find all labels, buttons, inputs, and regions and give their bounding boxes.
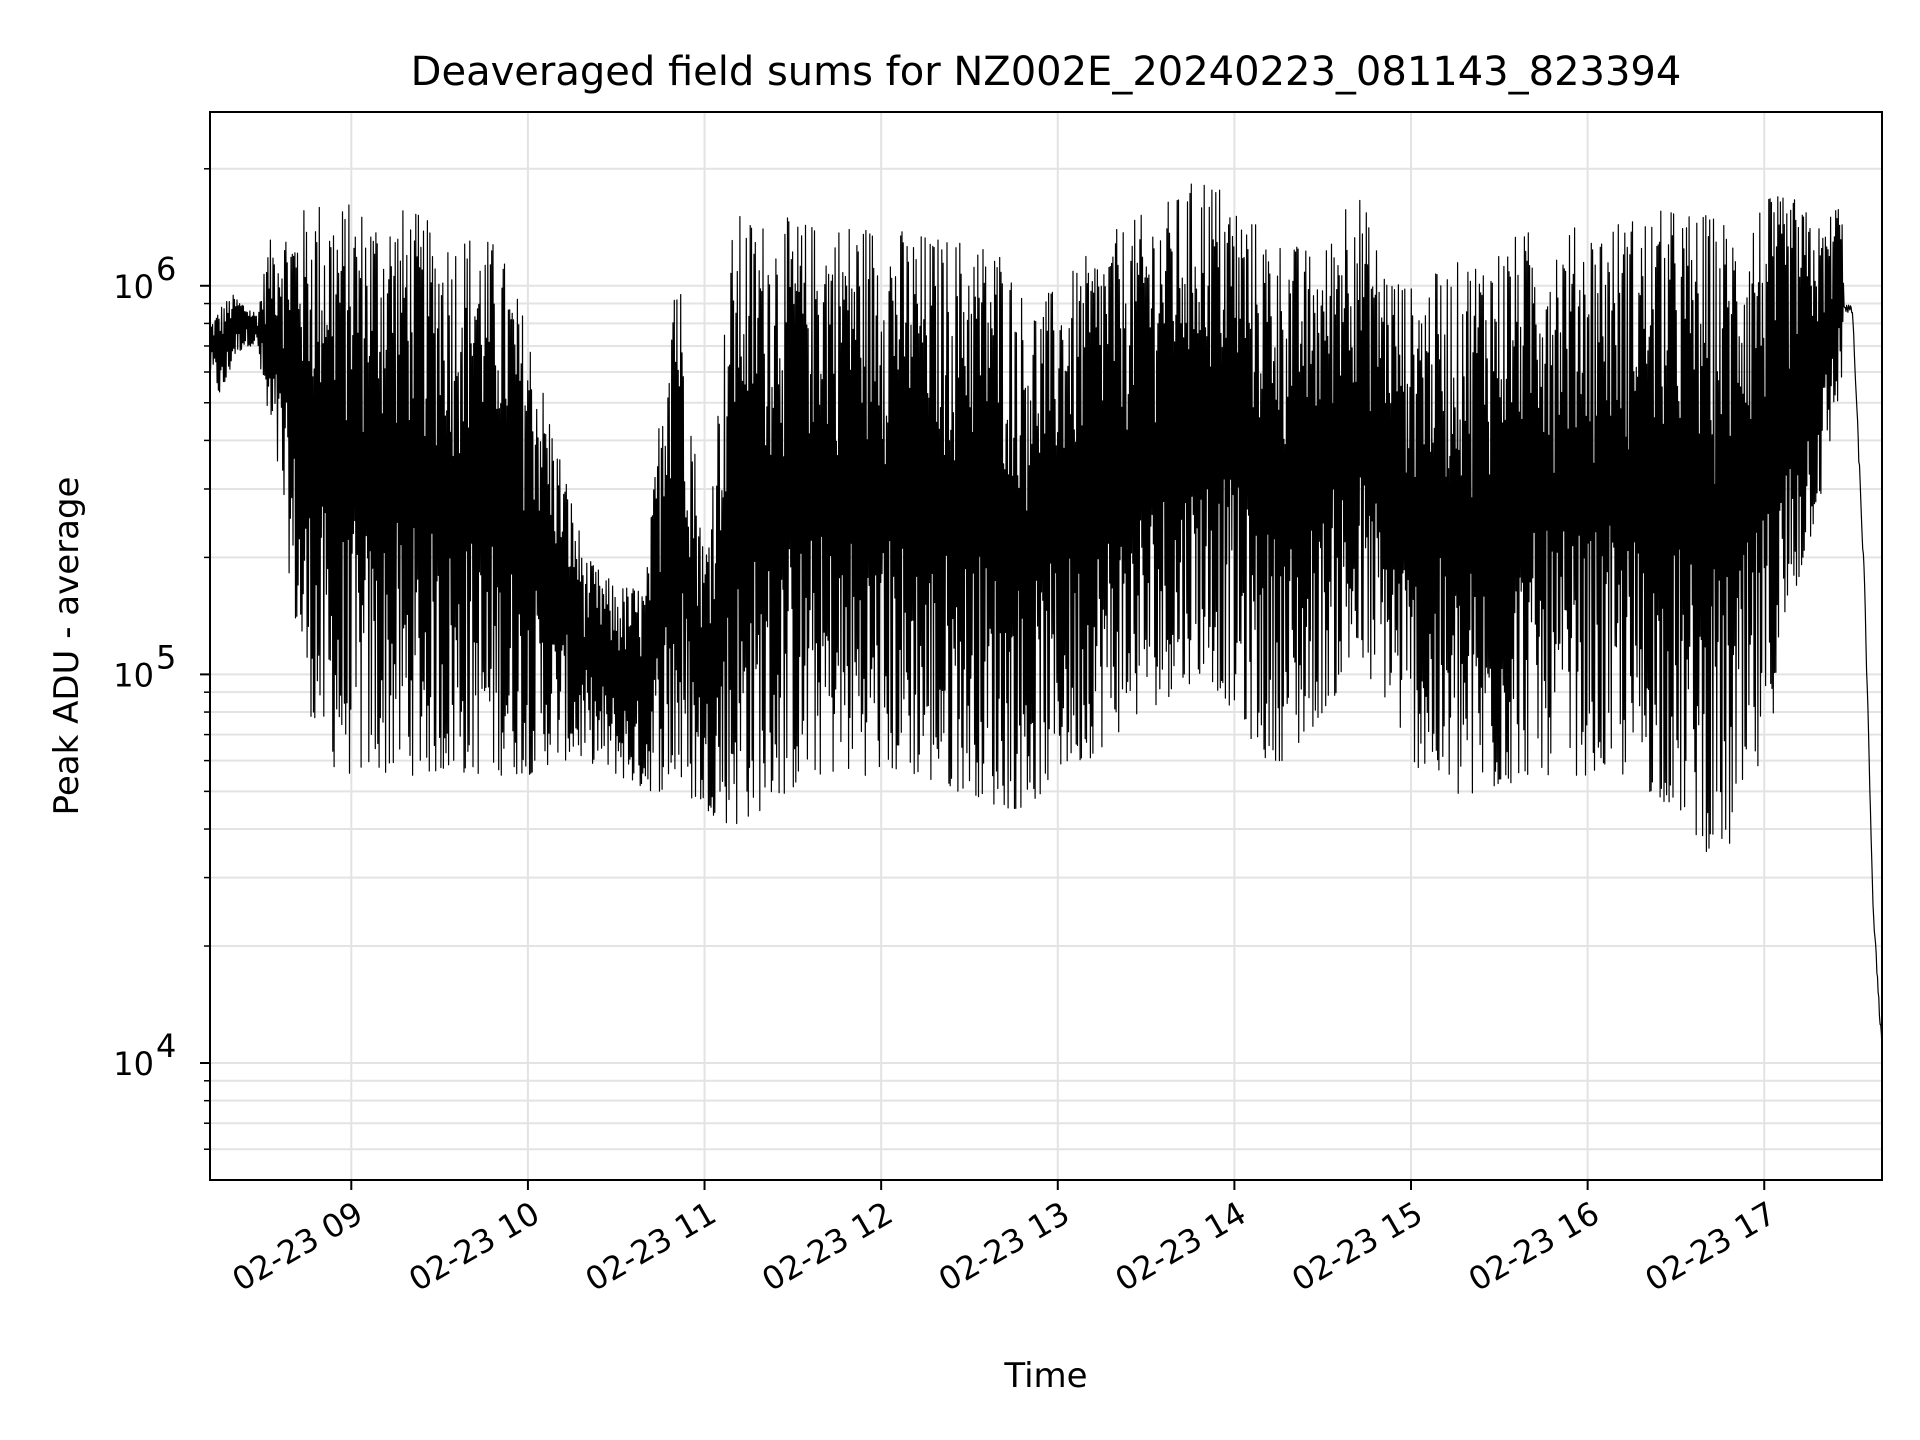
y-tick-exponent: 6	[156, 250, 176, 288]
y-tick-exponent: 5	[156, 638, 176, 676]
y-tick-label: 10	[113, 1045, 154, 1083]
x-axis-title: Time	[1003, 1356, 1087, 1396]
y-tick-label: 10	[113, 268, 154, 306]
y-axis-title: Peak ADU - average	[47, 477, 87, 816]
axes-frame	[209, 111, 1883, 1181]
plot-area	[209, 183, 1883, 1150]
y-tick-label: 10	[113, 656, 154, 694]
chart-title: Deaveraged field sums for NZ002E_2024022…	[411, 49, 1682, 95]
series-line	[209, 183, 1883, 1150]
y-tick-exponent: 4	[156, 1027, 176, 1065]
